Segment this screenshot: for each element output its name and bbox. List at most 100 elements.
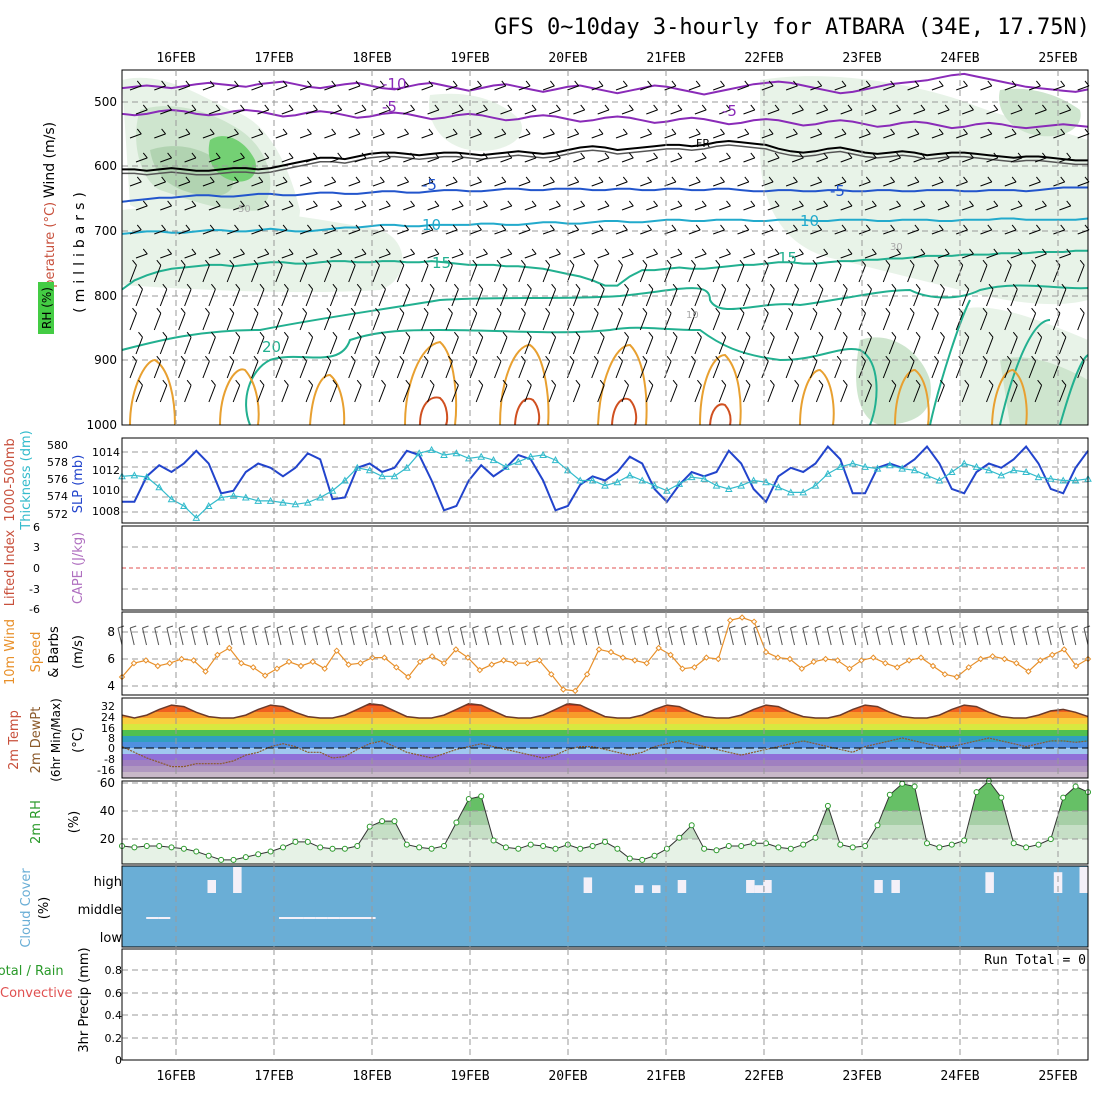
wind-barb-flag — [987, 176, 993, 183]
wind-barb-flag — [885, 259, 891, 266]
wind-barb — [743, 289, 751, 307]
thickness-point — [985, 466, 993, 474]
wind-barb — [621, 289, 629, 307]
wind-barb-flag — [307, 128, 312, 135]
thickness-point — [316, 493, 325, 501]
rh-point — [502, 844, 509, 851]
wind-barb — [956, 229, 968, 235]
wind-barb — [500, 253, 512, 259]
wind-speed-point — [1037, 657, 1044, 664]
10m-wind-barb-flag — [313, 625, 320, 629]
wind-barb — [227, 229, 239, 235]
wind-barb — [913, 337, 921, 355]
10m-wind-barb — [557, 627, 563, 646]
wind-ylabels: 10m Wind Speed & Barbs (m/s) — [3, 619, 86, 685]
wind-barb — [1034, 109, 1047, 115]
wind-barb-flag — [355, 176, 361, 183]
cloud-high-gap — [1079, 867, 1088, 893]
wind-barb-flag — [434, 248, 440, 255]
wind-barb-flag — [375, 355, 380, 362]
ytick-label: 572 — [47, 508, 68, 521]
wind-barb — [542, 229, 555, 235]
wind-barb-flag — [264, 248, 270, 255]
wind-speed-line — [121, 616, 1089, 692]
cloud-middle-gap — [315, 917, 328, 919]
wind-barb — [372, 229, 385, 235]
wind-barb — [257, 253, 269, 259]
isotherm-label: 30 — [890, 242, 903, 253]
wind-barb — [670, 337, 678, 355]
bottom-date-label: 18FEB — [352, 1069, 391, 1084]
wind-barb — [1058, 337, 1067, 355]
wind-barb-flag — [745, 331, 751, 338]
rh-point — [292, 838, 299, 845]
wind-barb-flag — [478, 331, 484, 338]
wind-barb-flag — [191, 248, 197, 255]
wind-barb-flag — [478, 379, 484, 386]
wind-barb-flag — [434, 104, 440, 111]
wind-barb — [597, 385, 605, 403]
wind-barb-flag — [701, 200, 707, 207]
wind-barb-flag — [624, 331, 629, 338]
wind-barb-flag — [215, 200, 221, 207]
wind-barb — [226, 313, 235, 331]
wind-barb-flag — [326, 355, 332, 362]
isotherm-label: 10 — [422, 216, 441, 234]
wind-barb-flag — [1011, 176, 1017, 183]
wind-speed-point — [202, 668, 209, 675]
wind-barb-flag — [405, 331, 411, 338]
wind-barb-flag — [920, 152, 926, 159]
wind-barb-flag — [666, 307, 672, 314]
10m-wind-barb-flag — [802, 625, 809, 629]
isotherm-label: -5 — [722, 102, 737, 120]
rh-point — [317, 844, 324, 851]
wind-barb-flag — [550, 176, 555, 183]
10m-wind-barb — [790, 627, 795, 646]
wind-barb-flag — [969, 152, 974, 159]
wind-barb-flag — [593, 307, 599, 314]
wind-barb-flag — [818, 283, 824, 290]
10m-wind-barb-flag — [814, 625, 822, 629]
upper-air-panel: -10 -5 -5 -5 -5 10 10 15 15 20 30 10 50 … — [38, 69, 1090, 432]
wind-barb — [348, 361, 356, 379]
wind-speed-point — [655, 644, 662, 652]
wind-barb-flag — [1031, 307, 1036, 314]
isotherm-label: 15 — [778, 249, 797, 267]
ytick-label: 6 — [33, 521, 40, 534]
wind-barb — [858, 133, 871, 139]
rh-point — [490, 837, 497, 844]
wind-barb-flag — [332, 283, 338, 290]
wind-barb-flag — [229, 259, 235, 266]
wind-barb — [494, 265, 502, 283]
wind-barb — [548, 253, 561, 259]
wind-speed-point — [762, 648, 770, 656]
wind-barb-flag — [520, 307, 526, 314]
wind-barb-flag — [142, 200, 148, 207]
wind-barb — [378, 109, 391, 115]
wind-speed-point — [452, 646, 460, 653]
thickness-point — [935, 476, 944, 484]
10m-wind-barb-flag — [374, 625, 381, 629]
wind-barb — [378, 289, 386, 307]
wind-barb — [670, 157, 683, 163]
wind-barb-flag — [472, 259, 478, 266]
wind-barb — [403, 205, 415, 211]
wind-speed-point — [1072, 662, 1080, 670]
wind-barb — [178, 181, 191, 187]
thickness-point — [1071, 476, 1080, 484]
wind-speed-point — [667, 651, 674, 659]
wind-barb-flag — [1017, 104, 1023, 111]
wind-speed-point — [154, 662, 162, 670]
wind-barb — [840, 289, 848, 307]
wind-barb-flag — [964, 283, 970, 290]
wind-barb-flag — [483, 248, 488, 255]
wind-barb — [1010, 337, 1018, 355]
rh-point — [701, 845, 708, 852]
wind-barb — [761, 361, 769, 379]
thickness-point — [217, 493, 225, 501]
wind-barb-flag — [940, 331, 945, 338]
wind-barb — [160, 253, 172, 259]
top-date-label: 17FEB — [254, 51, 293, 66]
wind-barb-flag — [867, 283, 872, 290]
